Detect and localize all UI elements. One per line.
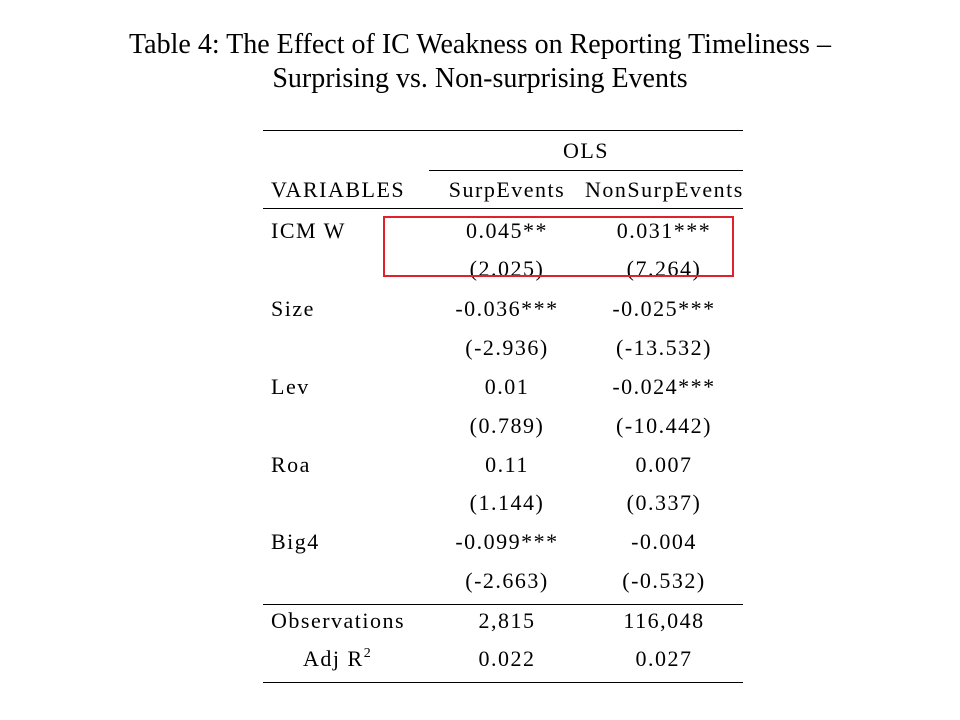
slide-title: Table 4: The Effect of IC Weakness on Re… (0, 28, 960, 96)
row-variable: ICM W (271, 218, 346, 243)
row-variable: Roa (271, 452, 311, 477)
tstat-nonsurp: (-10.442) (616, 413, 712, 438)
ols-header: OLS (562, 138, 610, 163)
coef-nonsurp: -0.004 (631, 529, 697, 554)
adj-r2-label: Adj R2 (303, 646, 372, 672)
rule-ols (429, 170, 743, 171)
adj-r2-surp: 0.022 (478, 646, 536, 671)
title-line-2: Surprising vs. Non-surprising Events (272, 63, 688, 94)
coef-surp: -0.099*** (455, 529, 559, 554)
icmw-highlight-box (383, 216, 734, 277)
title-line-1: Table 4: The Effect of IC Weakness on Re… (129, 29, 831, 60)
col-variables: VARIABLES (271, 177, 406, 202)
adj-r2-nonsurp: 0.027 (635, 646, 693, 671)
coef-nonsurp: -0.024*** (612, 374, 716, 399)
observations-label: Observations (271, 608, 406, 633)
rule-header (263, 208, 743, 209)
coef-surp: -0.036*** (455, 296, 559, 321)
adj-r-text: Adj R (303, 646, 364, 671)
tstat-surp: (-2.663) (465, 568, 549, 593)
rule-footer (263, 604, 743, 605)
tstat-surp: (-2.936) (465, 335, 549, 360)
coef-surp: 0.01 (484, 374, 530, 399)
coef-nonsurp: 0.007 (635, 452, 693, 477)
col-nonsurp-events: NonSurpEvents (585, 177, 744, 202)
regression-table: OLS VARIABLES SurpEvents NonSurpEvents I… (263, 130, 743, 683)
row-variable: Big4 (271, 529, 320, 554)
coef-surp: 0.045** (466, 218, 548, 243)
tstat-surp: (1.144) (469, 490, 545, 515)
rule-bottom (263, 682, 743, 683)
observations-nonsurp: 116,048 (623, 608, 705, 633)
row-variable: Size (271, 296, 315, 321)
tstat-nonsurp: (0.337) (626, 490, 702, 515)
observations-surp: 2,815 (478, 608, 536, 633)
row-variable: Lev (271, 374, 310, 399)
col-surp-events: SurpEvents (448, 177, 566, 202)
tstat-nonsurp: (-13.532) (616, 335, 712, 360)
tstat-surp: (0.789) (469, 413, 545, 438)
coef-surp: 0.11 (485, 452, 529, 477)
coef-nonsurp: -0.025*** (612, 296, 716, 321)
tstat-nonsurp: (-0.532) (622, 568, 706, 593)
coef-nonsurp: 0.031*** (616, 218, 712, 243)
rule-top (263, 130, 743, 131)
r-squared-superscript: 2 (363, 646, 373, 661)
